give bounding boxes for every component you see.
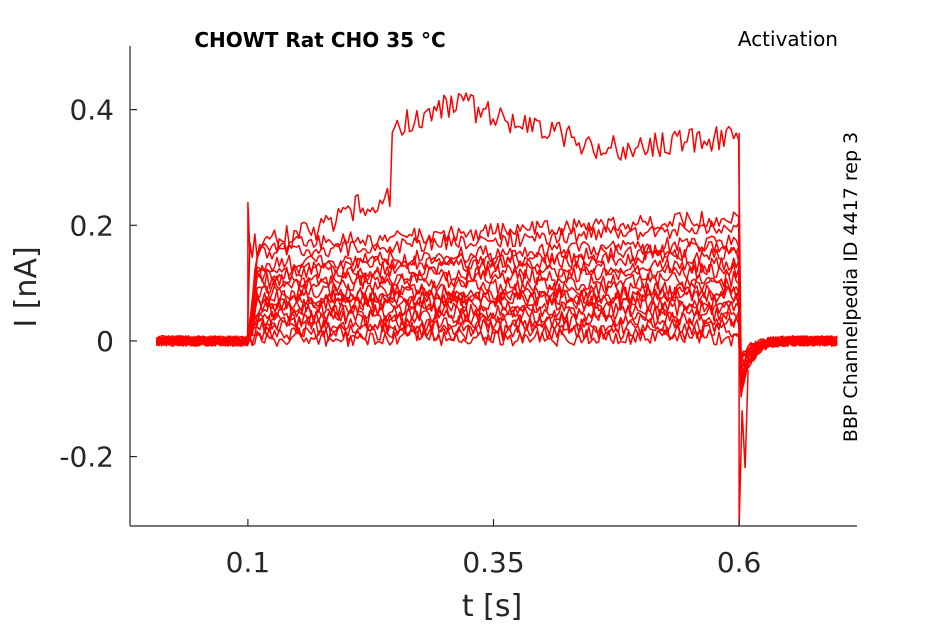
current-trace bbox=[155, 262, 838, 398]
current-trace bbox=[155, 311, 838, 378]
y-axis-label: I [nA] bbox=[9, 246, 44, 327]
y-tick-label: 0.2 bbox=[69, 209, 114, 242]
y-tick-label: 0.4 bbox=[69, 94, 114, 127]
current-trace bbox=[156, 92, 838, 359]
x-tick-label: 0.1 bbox=[226, 546, 271, 579]
current-trace bbox=[155, 234, 838, 365]
current-trace bbox=[155, 299, 838, 360]
source-label: BBP Channelpedia ID 4417 rep 3 bbox=[840, 132, 862, 442]
current-trace bbox=[155, 210, 837, 393]
y-tick-label: -0.2 bbox=[59, 441, 114, 474]
protocol-label: Activation bbox=[738, 27, 838, 51]
current-trace bbox=[156, 292, 838, 372]
current-trace bbox=[156, 329, 838, 384]
y-tick-label: 0 bbox=[96, 325, 114, 358]
chart-title: CHOWT Rat CHO 35 °C bbox=[194, 28, 445, 52]
current-trace bbox=[156, 323, 838, 397]
x-tick-label: 0.6 bbox=[717, 546, 762, 579]
x-tick-label: 0.35 bbox=[462, 546, 524, 579]
x-axis-label: t [s] bbox=[462, 589, 522, 624]
current-trace bbox=[155, 220, 838, 376]
current-trace bbox=[155, 271, 838, 385]
transient-spike bbox=[247, 132, 749, 527]
current-trace bbox=[155, 316, 837, 368]
x-tick-group: 0.1 0.35 0.6 bbox=[226, 519, 762, 579]
trace-group bbox=[155, 92, 838, 527]
current-trace bbox=[155, 256, 838, 367]
y-tick-group: -0.2 0 0.2 0.4 bbox=[59, 94, 137, 474]
current-trace bbox=[156, 287, 838, 389]
